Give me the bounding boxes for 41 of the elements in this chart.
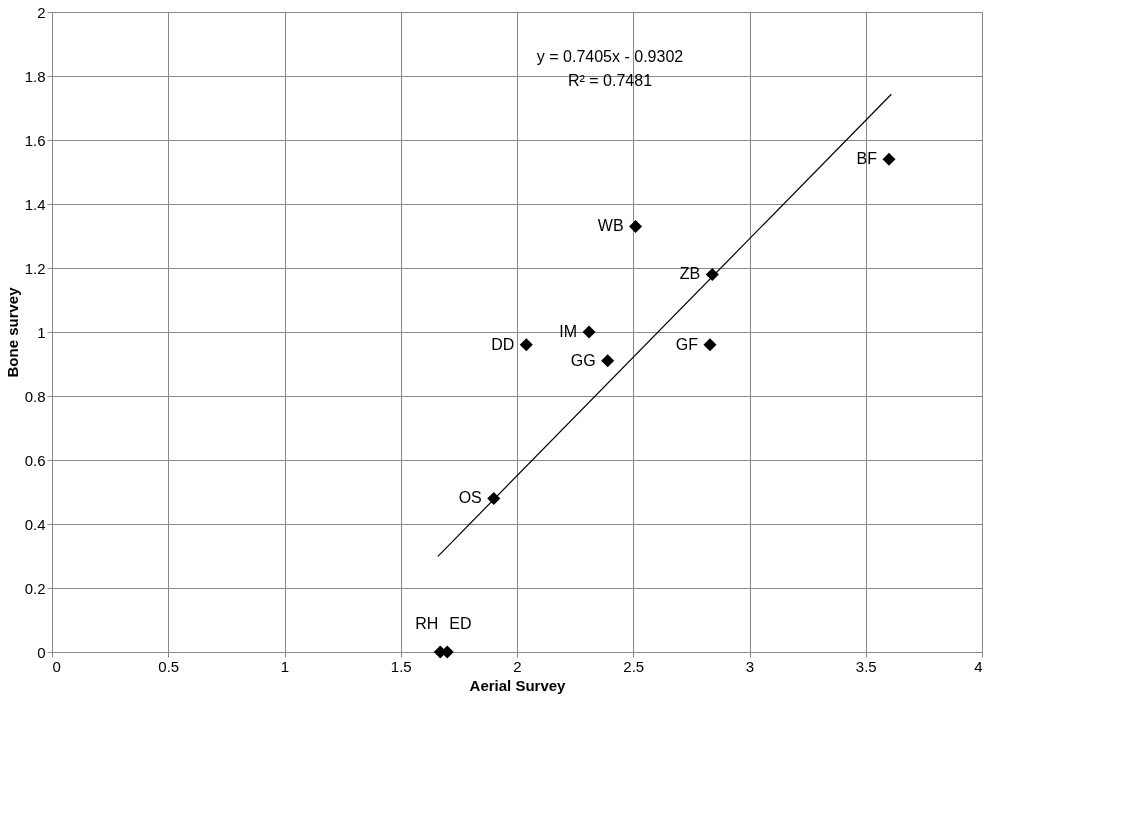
y-tick-label: 1 — [37, 323, 46, 341]
point — [629, 219, 643, 233]
y-tick-label: 0.8 — [24, 387, 46, 405]
data-label: ZB — [679, 265, 701, 283]
y-tick-label: 1.8 — [24, 67, 46, 85]
data-label: OS — [458, 489, 482, 507]
x-tick-label: 3 — [745, 657, 755, 675]
point — [882, 152, 896, 166]
data-label: GG — [570, 351, 596, 369]
point — [601, 354, 615, 368]
y-tick-label: 1.2 — [24, 259, 46, 277]
data-label: BF — [856, 150, 878, 168]
x-tick-label: 1 — [280, 657, 290, 675]
point — [519, 338, 533, 352]
data-label: WB — [597, 217, 624, 235]
x-tick-label: 4 — [974, 657, 983, 675]
y-tick-label: 1.4 — [24, 195, 46, 213]
data-label: GF — [675, 335, 699, 353]
y-tick-label: 0.6 — [24, 451, 46, 469]
y-tick-label: 0.2 — [24, 579, 46, 597]
y-tick-label: 0 — [37, 643, 46, 661]
point — [703, 338, 717, 352]
data-label: DD — [491, 335, 515, 353]
annotation: R² = 0.7481 — [567, 72, 653, 89]
x-tick-label: 2 — [513, 657, 522, 675]
data-label: RH — [415, 615, 439, 632]
data-label: ED — [449, 615, 472, 632]
x-tick-label: 2.5 — [623, 657, 645, 675]
x-tick-label: 1.5 — [390, 657, 412, 675]
annotation: y = 0.7405x - 0.9302 — [536, 48, 684, 65]
y-tick-label: 1.6 — [24, 131, 46, 149]
x-tick-label: 3.5 — [855, 657, 877, 675]
x-tick-label: 0.5 — [158, 657, 180, 675]
point — [705, 267, 719, 281]
y-tick-label: 0.4 — [24, 515, 46, 533]
data-label: IM — [559, 323, 578, 340]
point — [582, 325, 596, 339]
y-axis-title: Bone survey — [3, 286, 21, 378]
y-tick-label: 2 — [37, 3, 46, 21]
x-axis-title: Aerial Survey — [469, 676, 567, 694]
x-tick-label: 0 — [52, 657, 61, 675]
